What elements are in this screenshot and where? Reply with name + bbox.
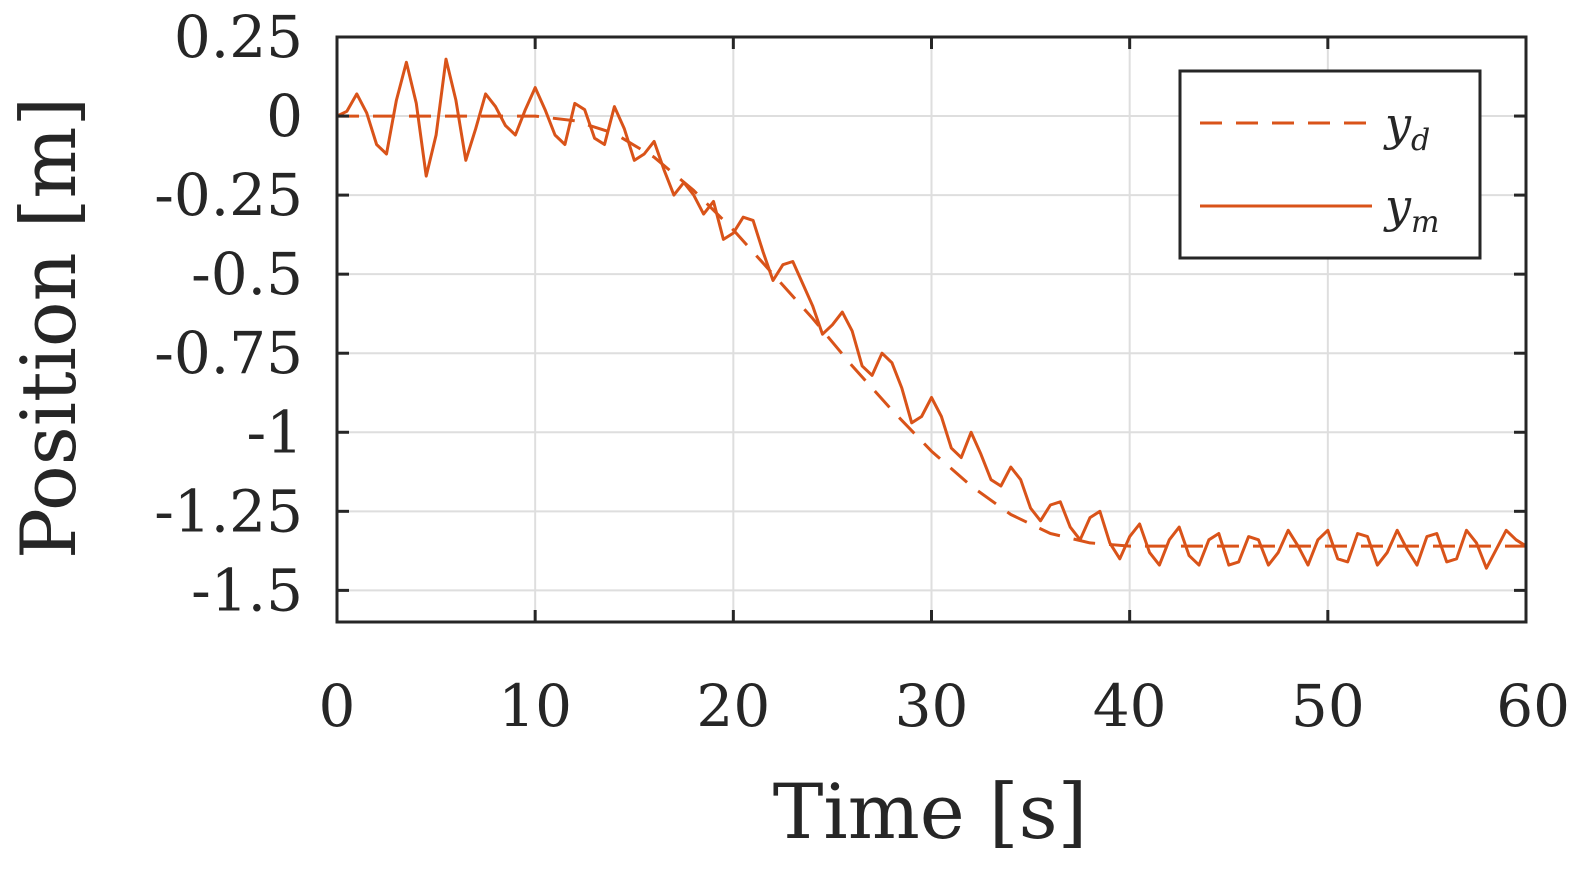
x-tick-label: 60 bbox=[1496, 672, 1570, 740]
y-tick-label: -0.25 bbox=[154, 161, 303, 229]
legend: yd ym bbox=[1178, 69, 1482, 260]
axis-ticks bbox=[335, 35, 1528, 622]
data-series bbox=[336, 57, 1527, 570]
y-tick-label: 0.25 bbox=[174, 3, 303, 71]
x-tick-label: 20 bbox=[696, 672, 770, 740]
x-tick-label: 50 bbox=[1291, 672, 1365, 740]
y-axis-label: Position [m] bbox=[4, 97, 93, 559]
y-tick-label: -0.5 bbox=[191, 240, 303, 308]
y-tick-label: -1.25 bbox=[154, 477, 303, 545]
legend-label-yd-sub: d bbox=[1411, 123, 1430, 158]
series-line-ym bbox=[336, 57, 1527, 570]
x-tick-label: 10 bbox=[498, 672, 572, 740]
legend-label-ym: ym bbox=[1383, 179, 1439, 240]
x-tick-label: 0 bbox=[319, 672, 356, 740]
y-tick-label: -0.75 bbox=[154, 319, 303, 387]
x-tick-label: 30 bbox=[895, 672, 969, 740]
x-axis-label: Time [s] bbox=[773, 767, 1088, 856]
legend-label-yd-main: y bbox=[1383, 97, 1412, 151]
series-line-yd bbox=[337, 114, 1526, 548]
y-tick-label: -1 bbox=[247, 398, 304, 466]
legend-label-ym-sub: m bbox=[1411, 205, 1439, 240]
x-tick-label: 40 bbox=[1093, 672, 1167, 740]
y-tick-label: 0 bbox=[266, 82, 303, 150]
legend-label-yd: yd bbox=[1383, 97, 1430, 158]
legend-label-ym-main: y bbox=[1383, 179, 1412, 233]
y-tick-label: -1.5 bbox=[191, 556, 303, 624]
tick-labels: 0 10 20 30 40 50 60 0.25 0 -0.25 -0.5 -0.75 -1 -1.25 -… bbox=[154, 3, 1570, 740]
legend-box bbox=[1178, 69, 1482, 260]
